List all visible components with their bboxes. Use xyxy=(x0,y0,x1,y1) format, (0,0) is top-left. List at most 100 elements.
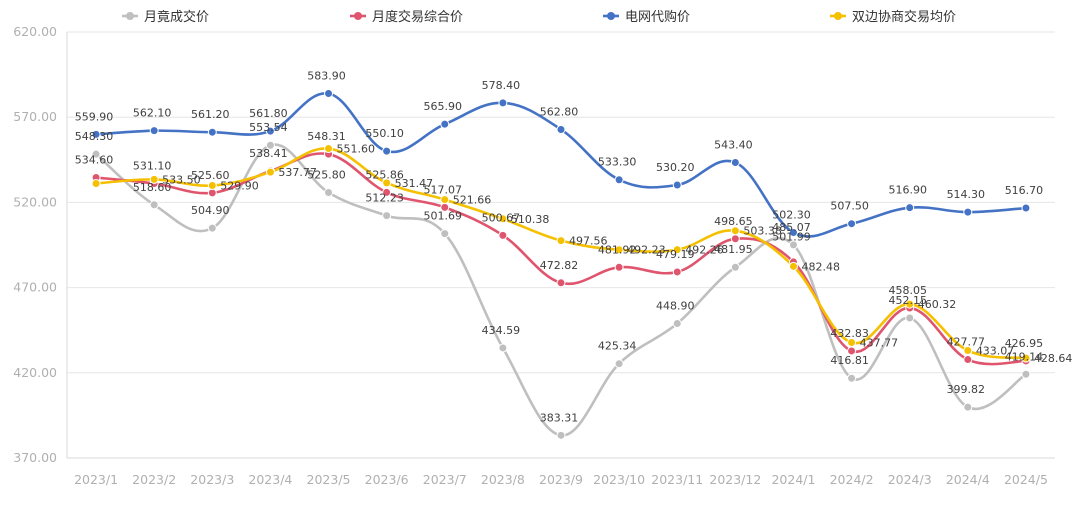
data-label: 500.67 xyxy=(482,211,521,224)
data-label: 529.90 xyxy=(220,180,259,193)
data-point xyxy=(788,240,798,250)
x-tick-label: 2024/2 xyxy=(830,472,874,487)
data-point xyxy=(963,207,973,217)
data-point xyxy=(265,126,275,136)
data-point xyxy=(905,299,915,309)
y-axis: 370.00 420.00 470.00 520.00 570.00 620.00 xyxy=(13,24,68,465)
data-label: 481.92 xyxy=(598,243,637,256)
legend-label: 月竟成交价 xyxy=(144,9,209,25)
y-tick-label: 570.00 xyxy=(13,109,57,124)
data-point xyxy=(324,144,334,154)
legend-marker xyxy=(607,12,615,20)
data-label: 458.05 xyxy=(888,284,927,297)
data-point xyxy=(847,219,857,229)
data-point xyxy=(382,146,392,156)
data-point xyxy=(556,430,566,440)
data-point xyxy=(149,200,159,210)
y-tick-label: 520.00 xyxy=(13,194,57,209)
data-label: 516.70 xyxy=(1005,184,1044,197)
data-label: 399.82 xyxy=(947,383,986,396)
x-tick-label: 2023/1 xyxy=(74,472,118,487)
data-point xyxy=(730,158,740,168)
data-label: 537.77 xyxy=(278,166,317,179)
data-point xyxy=(788,261,798,271)
data-point xyxy=(440,195,450,205)
data-point xyxy=(556,278,566,288)
data-label: 434.59 xyxy=(482,324,521,337)
data-label: 562.80 xyxy=(540,105,579,118)
legend: 月竟成交价 月度交易综合价 电网代购价 双边协商交易均价 xyxy=(122,9,956,25)
data-label: 427.77 xyxy=(947,336,986,349)
data-point xyxy=(614,262,624,272)
data-point xyxy=(382,178,392,188)
data-labels: 548.30 518.60 504.90 553.54 525.80 512.23 501.… xyxy=(75,70,1073,425)
gridlines xyxy=(67,31,1055,374)
x-tick-label: 2024/1 xyxy=(771,472,815,487)
data-point xyxy=(440,229,450,239)
data-label: 472.82 xyxy=(540,259,579,272)
data-label: 492.23 xyxy=(627,244,666,257)
data-label: 428.64 xyxy=(1034,352,1073,365)
series-points xyxy=(91,89,1031,440)
data-point xyxy=(382,187,392,197)
x-tick-label: 2023/9 xyxy=(539,472,583,487)
data-label: 448.90 xyxy=(656,300,695,313)
data-label: 507.50 xyxy=(830,200,869,213)
data-point xyxy=(672,180,682,190)
legend-marker xyxy=(354,12,362,20)
data-point xyxy=(905,203,915,213)
data-label: 562.10 xyxy=(133,107,172,120)
data-point xyxy=(963,402,973,412)
data-label: 525.80 xyxy=(307,169,346,182)
data-point xyxy=(1021,203,1031,213)
data-label: 501.99 xyxy=(772,231,811,244)
x-tick-label: 2023/6 xyxy=(365,472,409,487)
data-point xyxy=(672,267,682,277)
data-label: 419.14 xyxy=(1005,350,1044,363)
data-label: 531.47 xyxy=(395,177,434,190)
data-label: 548.31 xyxy=(307,130,346,143)
data-point xyxy=(614,359,624,369)
data-label: 561.20 xyxy=(191,108,230,121)
data-point xyxy=(265,167,275,177)
data-point xyxy=(149,174,159,184)
y-tick-label: 470.00 xyxy=(13,280,57,295)
x-tick-label: 2023/12 xyxy=(709,472,761,487)
data-label: 525.60 xyxy=(191,169,230,182)
data-point xyxy=(556,124,566,134)
data-point xyxy=(1021,369,1031,379)
data-point xyxy=(498,230,508,240)
data-label: 504.90 xyxy=(191,204,230,217)
legend-label: 双边协商交易均价 xyxy=(852,9,956,25)
data-label: 482.48 xyxy=(801,260,840,273)
data-point xyxy=(730,226,740,236)
data-label: 498.65 xyxy=(714,215,753,228)
data-point xyxy=(207,181,217,191)
data-point xyxy=(672,319,682,329)
y-tick-label: 620.00 xyxy=(13,24,57,39)
legend-marker xyxy=(126,12,134,20)
x-tick-label: 2023/4 xyxy=(248,472,292,487)
data-label: 538.41 xyxy=(249,147,288,160)
y-tick-label: 420.00 xyxy=(13,365,57,380)
data-point xyxy=(207,223,217,233)
data-point xyxy=(440,119,450,129)
data-label: 550.10 xyxy=(365,127,404,140)
data-point xyxy=(207,188,217,198)
data-label: 518.60 xyxy=(133,181,172,194)
data-point xyxy=(91,129,101,139)
data-label: 502.30 xyxy=(772,209,811,222)
data-point xyxy=(382,211,392,221)
x-tick-label: 2023/11 xyxy=(651,472,703,487)
x-tick-label: 2023/10 xyxy=(593,472,645,487)
data-point xyxy=(614,175,624,185)
legend-label: 电网代购价 xyxy=(625,9,690,25)
data-point xyxy=(324,188,334,198)
data-label: 514.30 xyxy=(947,188,986,201)
data-label: 534.60 xyxy=(75,154,114,167)
y-tick-label: 370.00 xyxy=(13,450,57,465)
data-label: 517.07 xyxy=(424,183,463,196)
data-point xyxy=(847,338,857,348)
data-point xyxy=(788,228,798,238)
